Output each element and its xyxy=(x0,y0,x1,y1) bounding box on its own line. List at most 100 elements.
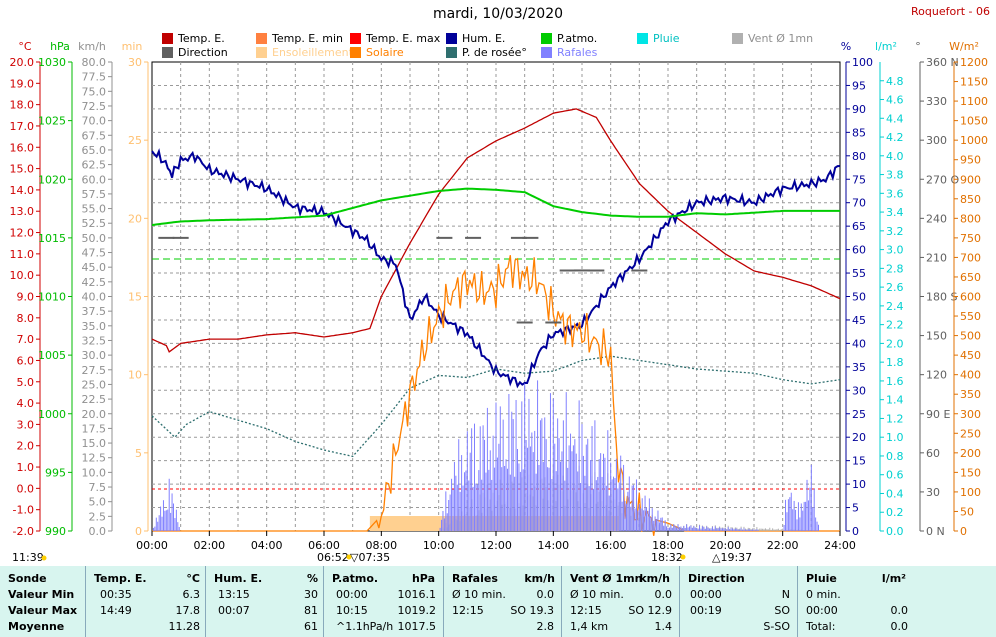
axis-tick-label: 12.5 xyxy=(82,452,107,465)
summary-value: SO 12.9 xyxy=(628,604,672,617)
axis-tick-label: 1.6 xyxy=(886,375,904,388)
summary-value: 2.8 xyxy=(536,620,555,633)
axis-tick-label: 30.0 xyxy=(82,349,107,362)
x-tick-label: 18:00 xyxy=(652,539,684,552)
axis-tick-label: 2.8 xyxy=(886,262,904,275)
summary-time: Total: xyxy=(806,620,836,633)
summary-value: N xyxy=(781,588,790,601)
axis-tick-label: 900 xyxy=(960,173,981,186)
axis-tick-label: 13.0 xyxy=(10,205,35,218)
axis-tick-label: 0.0 xyxy=(89,525,107,538)
axis-tick-label: 3.4 xyxy=(886,206,904,219)
axis-tick-label: 0.4 xyxy=(886,487,904,500)
axis-tick-label: 90 xyxy=(852,103,866,116)
axis-tick-label: 15.0 xyxy=(82,437,107,450)
axis-tick-label: 67.5 xyxy=(82,129,107,142)
axis-tick-label: 7.0 xyxy=(17,333,35,346)
summary-separator xyxy=(679,566,680,637)
axis-tick-label: 47.5 xyxy=(82,247,107,260)
axis-tick-label: 5.0 xyxy=(89,496,107,509)
summary-value: 11.28 xyxy=(168,620,201,633)
axis-tick-label: 150 xyxy=(926,330,947,343)
axis-tick-label: 4.2 xyxy=(886,131,904,144)
summary-time: 00:35 xyxy=(100,588,132,601)
summary-header: Vent Ø 1mn xyxy=(570,572,643,585)
axis-tick-label: 850 xyxy=(960,193,981,206)
legend-swatch xyxy=(256,47,267,58)
axis-tick-label: 75.0 xyxy=(82,85,107,98)
axis-tick-label: 50.0 xyxy=(82,232,107,245)
axis-tick-label: 17.5 xyxy=(82,422,107,435)
axis-tick-label: 1150 xyxy=(960,76,988,89)
axis-tick-label: 0.6 xyxy=(886,469,904,482)
axis-tick-label: 10 xyxy=(852,478,866,491)
axis-unit-rain: l/m² xyxy=(875,40,897,53)
summary-value: 30 xyxy=(304,588,318,601)
chart-title: mardi, 10/03/2020 xyxy=(432,6,564,22)
legend-item: Temp. E. min xyxy=(256,32,343,45)
axis-dir: ° 360 N 330 300 270 O 240 210 180 S 150 120 90 E 60… xyxy=(915,40,959,538)
x-tick-label: 06:00 xyxy=(308,539,340,552)
axis-tick-label: 1100 xyxy=(960,95,988,108)
legend-label: P. de rosée° xyxy=(462,46,527,59)
legend-swatch xyxy=(541,47,552,58)
summary-time: 1,4 km xyxy=(570,620,609,633)
axis-tick-label: 1.2 xyxy=(886,412,904,425)
axis-tick-label: 0.0 xyxy=(886,525,904,538)
sunrise2-label: ▽07:35 xyxy=(350,551,390,564)
axis-tick-label: 60 xyxy=(926,447,940,460)
axis-tick-label: 180 S xyxy=(926,291,957,304)
axis-tick-label: 16.0 xyxy=(10,141,35,154)
summary-value: 61 xyxy=(304,620,318,633)
axis-tick-label: 0 xyxy=(960,525,967,538)
series-p-atmo- xyxy=(151,187,840,226)
axis-sun: min 30 25 20 15 10 5 0 xyxy=(122,40,149,538)
axis-tick-label: 1050 xyxy=(960,115,988,128)
axis-tick-label: 37.5 xyxy=(82,305,107,318)
summary-separator xyxy=(205,566,206,637)
axis-tick-label: 550 xyxy=(960,310,981,323)
axis-tick-label: 45.0 xyxy=(82,261,107,274)
summary-unit: °C xyxy=(186,572,200,585)
axis-tick-label: 14.0 xyxy=(10,184,35,197)
summary-value: 1019.2 xyxy=(397,604,437,617)
summary-value: 0.0 xyxy=(890,604,909,617)
axis-tick-label: 12.0 xyxy=(10,227,35,240)
axis-tick-label: 600 xyxy=(960,291,981,304)
axis-unit-press: hPa xyxy=(50,40,70,53)
axis-tick-label: 8.0 xyxy=(17,312,35,325)
axis-tick-label: 1.0 xyxy=(886,431,904,444)
axis-tick-label: 1.0 xyxy=(17,461,35,474)
x-tick-label: 00:00 xyxy=(136,539,168,552)
summary-time: Ø 10 min. xyxy=(570,588,624,601)
legend-swatch xyxy=(732,33,743,44)
series-line xyxy=(151,355,841,458)
axis-tick-label: 500 xyxy=(960,330,981,343)
axis-tick-label: 80.0 xyxy=(82,56,107,69)
axis-tick-label: 95 xyxy=(852,79,866,92)
sunset-label: 18:32 xyxy=(651,551,683,564)
axis-tick-label: 1025 xyxy=(38,115,66,128)
axis-tick-label: 42.5 xyxy=(82,276,107,289)
axis-tick-label: 0.0 xyxy=(17,482,35,495)
legend-swatch xyxy=(637,33,648,44)
axis-tick-label: 27.5 xyxy=(82,364,107,377)
axis-tick-label: 1200 xyxy=(960,56,988,69)
legend-swatch xyxy=(162,33,173,44)
summary-time: 00:07 xyxy=(218,604,250,617)
weather-chart: °C 20.0 19.0 18.0 17.0 16.0 15.0 14.0 13.0 12.0 11… xyxy=(10,40,989,564)
legend-swatch xyxy=(256,33,267,44)
axis-tick-label: 750 xyxy=(960,232,981,245)
axis-tick-label: 55.0 xyxy=(82,203,107,216)
axis-tick-label: 5.0 xyxy=(17,376,35,389)
axis-tick-label: 1.8 xyxy=(886,356,904,369)
legend-label: Temp. E. xyxy=(178,32,225,45)
axis-tick-label: 3.8 xyxy=(886,169,904,182)
axis-tick-label: 40 xyxy=(852,337,866,350)
summary-value: 1016.1 xyxy=(397,588,437,601)
axis-tick-label: 20.0 xyxy=(82,408,107,421)
summary-unit: km/h xyxy=(639,572,670,585)
summary-separator xyxy=(443,566,444,637)
summary-value: SO 19.3 xyxy=(510,604,554,617)
summary-row-label: Valeur Max xyxy=(8,604,78,617)
